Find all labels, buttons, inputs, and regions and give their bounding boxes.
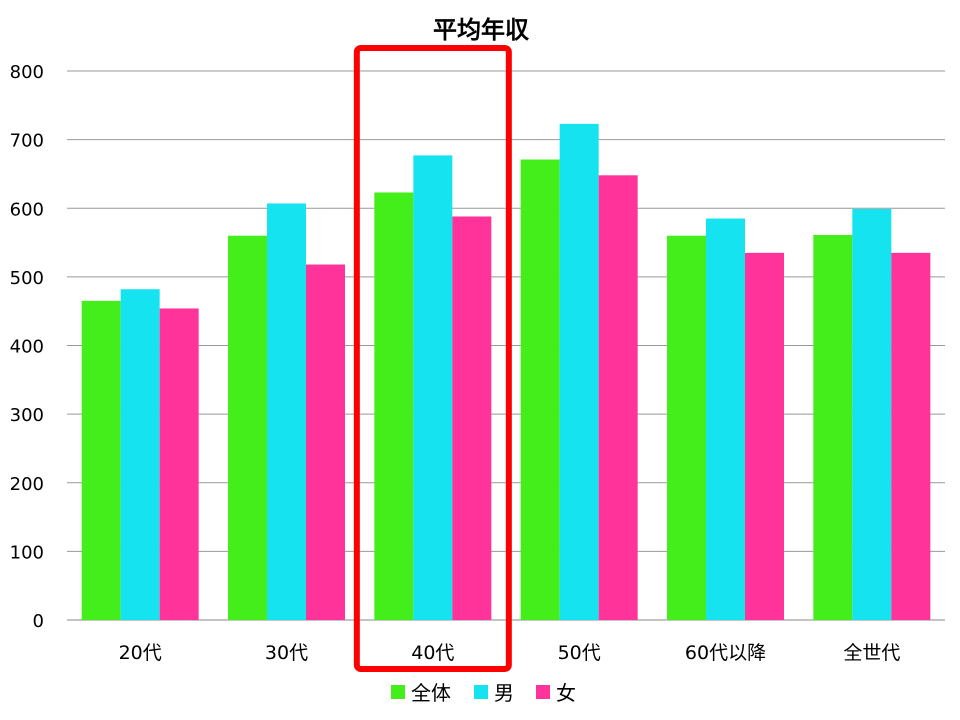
legend-label: 男 bbox=[494, 681, 514, 705]
y-tick-label: 700 bbox=[10, 131, 44, 152]
bar bbox=[267, 203, 306, 621]
bar bbox=[891, 252, 931, 620]
y-tick-label: 0 bbox=[33, 611, 44, 632]
chart-title: 平均年収 bbox=[433, 16, 530, 44]
bar bbox=[667, 235, 706, 620]
x-category-label: 全世代 bbox=[843, 642, 900, 664]
highlight-box bbox=[353, 45, 512, 672]
bar bbox=[852, 208, 892, 620]
y-tick-label: 500 bbox=[10, 268, 44, 289]
bars bbox=[81, 123, 931, 621]
legend-swatch bbox=[391, 685, 405, 699]
x-category-label: 30代 bbox=[265, 642, 308, 664]
x-category-label: 40代 bbox=[411, 642, 454, 664]
bar bbox=[306, 264, 345, 620]
bar bbox=[452, 216, 492, 621]
bar bbox=[120, 289, 160, 620]
bar bbox=[706, 218, 745, 620]
legend-label: 女 bbox=[556, 681, 576, 705]
y-tick-label: 100 bbox=[10, 542, 44, 563]
bar bbox=[598, 175, 638, 620]
bar bbox=[559, 123, 599, 620]
bar bbox=[228, 235, 267, 620]
bar bbox=[413, 155, 453, 620]
legend-swatch bbox=[474, 685, 488, 699]
bar bbox=[81, 300, 121, 620]
x-axis-category-labels: 20代 30代 40代 50代 60代以降 全世代 bbox=[119, 642, 901, 664]
bar bbox=[813, 235, 853, 621]
legend-swatch bbox=[536, 685, 550, 699]
legend-label: 全体 bbox=[411, 681, 451, 705]
x-category-label: 50代 bbox=[558, 642, 601, 664]
x-category-label: 60代以降 bbox=[685, 642, 766, 664]
bar bbox=[374, 192, 414, 620]
y-tick-label: 200 bbox=[10, 474, 44, 495]
y-tick-label: 400 bbox=[10, 337, 44, 358]
y-axis-tick-labels: 0 100 200 300 400 500 600 700 800 bbox=[10, 62, 44, 632]
bar bbox=[520, 159, 560, 620]
bar bbox=[745, 252, 784, 620]
y-tick-label: 600 bbox=[10, 199, 44, 220]
x-category-label: 20代 bbox=[119, 642, 162, 664]
y-tick-label: 300 bbox=[10, 405, 44, 426]
y-tick-label: 800 bbox=[10, 62, 44, 83]
legend: 全体 男 女 bbox=[391, 681, 576, 705]
bar bbox=[159, 308, 199, 620]
highlight-rectangle bbox=[353, 45, 512, 672]
